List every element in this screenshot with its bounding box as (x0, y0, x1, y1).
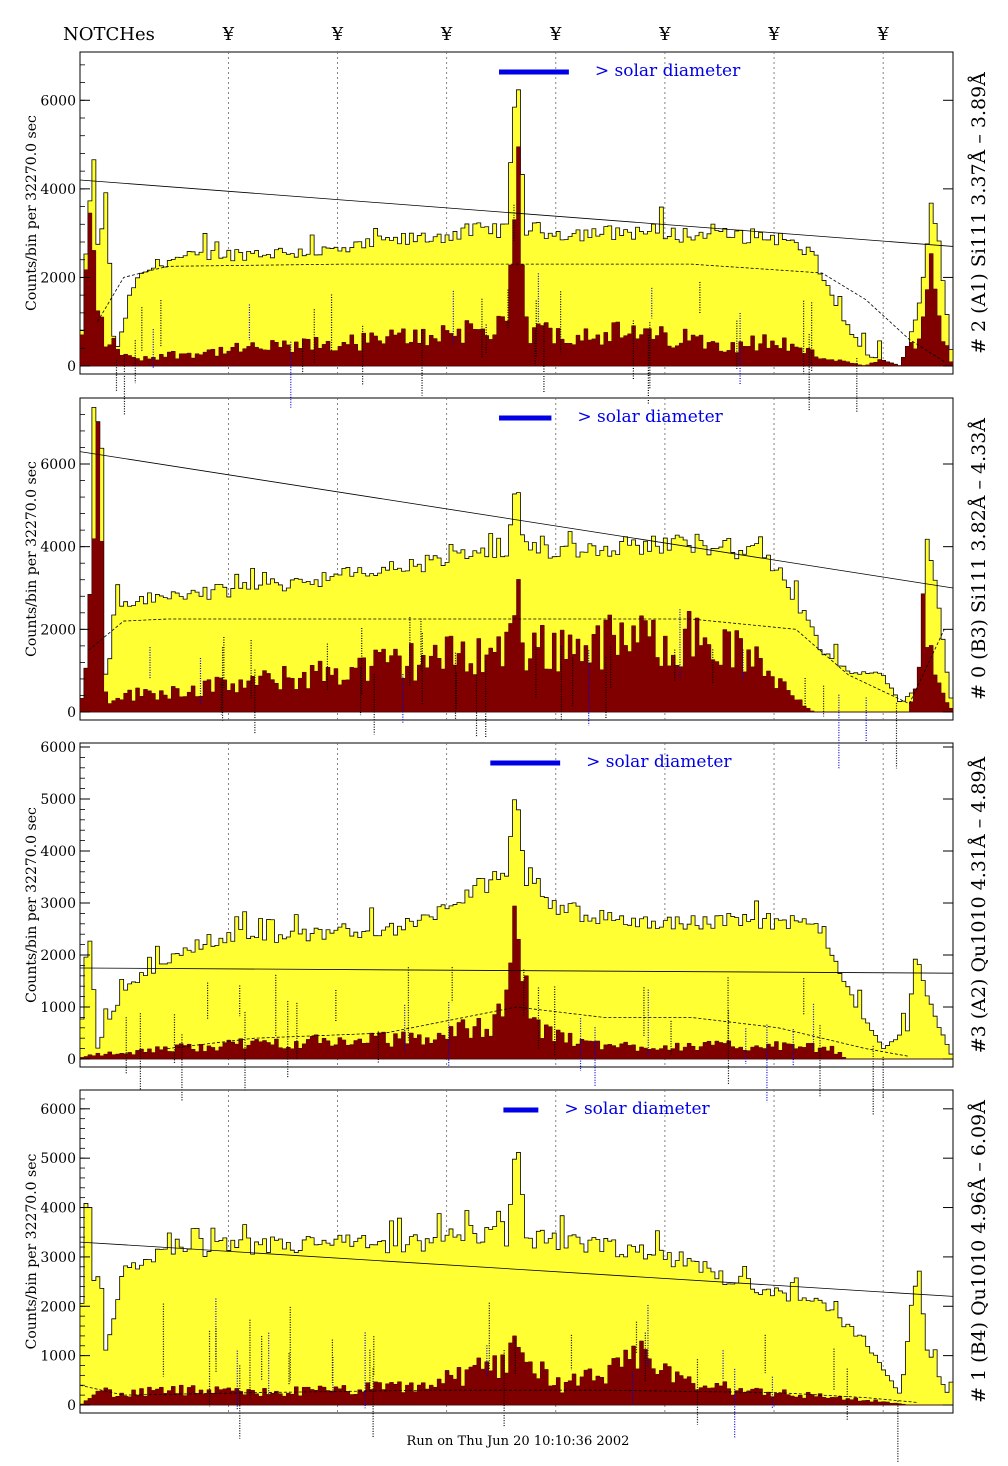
y-tick-label: 6000 (40, 93, 76, 109)
trend-line (79, 451, 954, 589)
y-tick-label: 2000 (40, 270, 76, 286)
y-tick-label: 6000 (40, 740, 76, 756)
plot-frame (79, 742, 954, 1068)
y-tick-label: 0 (67, 705, 76, 721)
line-counts-area (79, 146, 954, 367)
y-tick-label: 2000 (40, 948, 76, 964)
notch-symbols: ¥ ¥ ¥ ¥ ¥ ¥ ¥ (222, 24, 890, 45)
model-dashed-curve (167, 1006, 910, 1057)
trend-line (79, 967, 954, 974)
model-dashed-curve (97, 263, 945, 362)
panel-label: # 2 (A1) Si111 3.37Å – 3.89Å (968, 72, 990, 354)
notch-symbol: ¥ (876, 24, 889, 45)
line-counts-area (79, 421, 954, 713)
plot-frame (79, 397, 954, 721)
solar-diameter-label: > solar diameter (595, 61, 741, 81)
panel-label: #3 (A2) Qu1010 4.31Å – 4.89Å (968, 756, 990, 1053)
model-dashed-curve (88, 618, 945, 705)
y-tick-label: 0 (67, 1398, 76, 1414)
plot-frame (79, 1089, 954, 1414)
y-tick-label: 6000 (40, 457, 76, 473)
y-axis-label: Counts/bin per 32270.0 sec (24, 115, 40, 311)
notches-label: NOTCHes (63, 24, 155, 45)
y-tick-label: 0 (67, 359, 76, 375)
y-tick-label: 2000 (40, 622, 76, 638)
plot-frame (79, 51, 954, 375)
solar-diameter-label: > solar diameter (564, 1099, 710, 1119)
notch-symbol: ¥ (440, 24, 453, 45)
y-tick-label: 3000 (40, 896, 76, 912)
y-tick-label: 1000 (40, 1000, 76, 1016)
y-tick-label: 4000 (40, 182, 76, 198)
notch-symbol: ¥ (658, 24, 671, 45)
panel-2: 0 1000 2000 3000 4000 5000 6000 Counts/bin per … (24, 740, 990, 1115)
panel-label: # 0 (B3) Si111 3.82Å – 4.33Å (968, 418, 990, 700)
run-footer: Run on Thu Jun 20 10:10:36 2002 (407, 1434, 630, 1449)
notch-symbol: ¥ (331, 24, 344, 45)
y-tick-label: 1000 (40, 1349, 76, 1365)
panel-label: # 1 (B4) Qu1010 4.96Å – 6.09Å (968, 1100, 990, 1403)
solar-diameter-label: > solar diameter (586, 752, 732, 772)
trend-line (79, 1241, 954, 1297)
notch-symbol: ¥ (222, 24, 235, 45)
notch-symbol: ¥ (549, 24, 562, 45)
solar-diameter-label: > solar diameter (577, 407, 723, 427)
y-axis-label: Counts/bin per 32270.0 sec (24, 461, 40, 657)
y-tick-label: 4000 (40, 540, 76, 556)
total-counts-area (79, 1152, 954, 1406)
trend-line (79, 179, 954, 247)
y-tick-label: 4000 (40, 1201, 76, 1217)
line-counts-area (79, 1335, 953, 1406)
y-tick-label: 0 (67, 1052, 76, 1068)
y-tick-label: 6000 (40, 1102, 76, 1118)
notch-symbol: ¥ (767, 24, 780, 45)
panel-3: 0 1000 2000 3000 4000 5000 6000 Counts/bin per … (24, 1089, 990, 1466)
y-tick-label: 5000 (40, 1151, 76, 1167)
model-dashed-curve (79, 1384, 919, 1403)
y-tick-label: 3000 (40, 1250, 76, 1266)
y-tick-label: 4000 (40, 844, 76, 860)
y-tick-label: 2000 (40, 1299, 76, 1315)
y-tick-label: 5000 (40, 792, 76, 808)
y-axis-label: Counts/bin per 32270.0 sec (24, 1154, 40, 1350)
y-axis-label: Counts/bin per 32270.0 sec (24, 807, 40, 1003)
